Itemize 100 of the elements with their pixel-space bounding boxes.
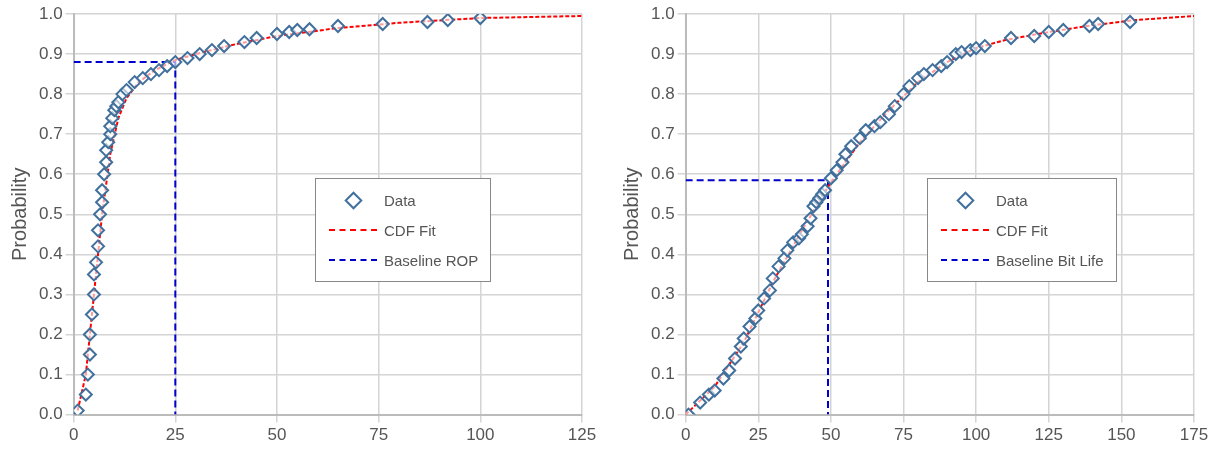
point xyxy=(440,14,455,28)
point xyxy=(302,22,317,37)
point xyxy=(269,27,284,42)
y-tick-label: 0.2 xyxy=(38,324,63,344)
point xyxy=(873,115,888,130)
y-tick-label: 1.0 xyxy=(38,3,63,23)
point xyxy=(881,107,896,122)
x-tick-label: 125 xyxy=(1034,425,1063,445)
y-tick-label: 0.5 xyxy=(650,203,675,223)
point xyxy=(168,55,183,70)
point xyxy=(852,131,867,146)
point xyxy=(940,55,955,70)
point xyxy=(716,371,731,386)
point xyxy=(290,23,305,38)
point xyxy=(693,395,708,410)
y-tick-label: 0.7 xyxy=(650,123,675,143)
x-tick-label: 100 xyxy=(466,425,495,445)
point xyxy=(977,39,992,54)
legend-label: Baseline Bit Life xyxy=(996,251,1104,269)
point xyxy=(375,17,390,32)
y-tick-label: 0.7 xyxy=(38,123,63,143)
point xyxy=(722,363,737,378)
y-tick-label: 0.9 xyxy=(38,43,63,63)
y-tick-label: 0.6 xyxy=(38,163,63,183)
point xyxy=(152,63,167,78)
x-tick-label: 25 xyxy=(165,425,185,445)
y-tick-label: 0.8 xyxy=(38,83,63,103)
point xyxy=(95,183,110,198)
legend-label: Baseline ROP xyxy=(384,251,479,269)
y-tick-label: 0.2 xyxy=(650,324,675,344)
point xyxy=(728,351,743,366)
x-tick-label: 100 xyxy=(961,425,991,445)
y-tick-label: 0.0 xyxy=(38,404,63,424)
point xyxy=(818,183,833,198)
y-tick-label: 0.1 xyxy=(38,364,63,384)
point xyxy=(119,83,134,98)
point xyxy=(217,39,232,54)
point xyxy=(89,255,103,270)
x-tick-label: 25 xyxy=(748,425,768,445)
point xyxy=(135,71,150,86)
point xyxy=(707,383,722,398)
point xyxy=(902,79,917,94)
point xyxy=(1027,29,1042,44)
x-tick-label: 75 xyxy=(894,425,913,445)
y-tick-label: 0.9 xyxy=(650,43,675,63)
x-tick-label: 0 xyxy=(68,425,79,445)
x-tick-label: 125 xyxy=(567,425,597,445)
point xyxy=(330,19,345,34)
point xyxy=(86,267,101,282)
point xyxy=(736,331,751,346)
point xyxy=(858,123,873,138)
point xyxy=(803,211,818,226)
y-tick-label: 0.6 xyxy=(650,163,675,183)
point xyxy=(757,291,772,306)
point xyxy=(835,155,850,170)
point xyxy=(742,319,757,334)
point xyxy=(95,195,110,210)
point xyxy=(765,271,780,286)
point xyxy=(844,139,859,154)
y-axis-title: Probability xyxy=(619,167,642,261)
point xyxy=(1056,23,1071,38)
y-tick-label: 0.5 xyxy=(38,203,63,223)
x-tick-label: 50 xyxy=(267,425,287,445)
point xyxy=(969,41,984,56)
point xyxy=(780,243,795,258)
point xyxy=(82,327,97,342)
x-tick-label: 150 xyxy=(1107,425,1136,445)
x-tick-label: 0 xyxy=(680,425,691,445)
point xyxy=(86,287,101,302)
point xyxy=(78,387,93,402)
legend-label: CDF Fit xyxy=(996,221,1048,239)
legend-label: CDF Fit xyxy=(384,221,436,239)
y-tick-label: 0.0 xyxy=(650,404,675,424)
point xyxy=(762,283,777,298)
y-tick-label: 0.8 xyxy=(650,83,675,103)
point xyxy=(823,171,838,186)
x-tick-label: 50 xyxy=(821,425,841,445)
point xyxy=(896,87,911,102)
point xyxy=(420,15,435,30)
point xyxy=(1123,15,1138,30)
x-tick-label: 75 xyxy=(369,425,389,445)
x-tick-label: 175 xyxy=(1179,425,1209,445)
point xyxy=(143,67,158,82)
legend-label: Data xyxy=(384,191,416,209)
y-tick-label: 0.4 xyxy=(38,244,63,264)
point xyxy=(771,259,786,274)
point xyxy=(91,223,106,238)
point xyxy=(204,43,219,58)
point xyxy=(473,14,488,26)
point xyxy=(84,307,99,322)
y-tick-label: 0.4 xyxy=(650,244,675,264)
point xyxy=(751,303,766,318)
y-axis-title: Probability xyxy=(7,167,30,261)
point xyxy=(916,67,931,82)
point xyxy=(237,35,252,50)
point xyxy=(82,347,97,362)
y-tick-label: 0.1 xyxy=(650,364,675,384)
point xyxy=(1041,25,1056,40)
point xyxy=(1003,31,1018,46)
point xyxy=(97,167,112,182)
